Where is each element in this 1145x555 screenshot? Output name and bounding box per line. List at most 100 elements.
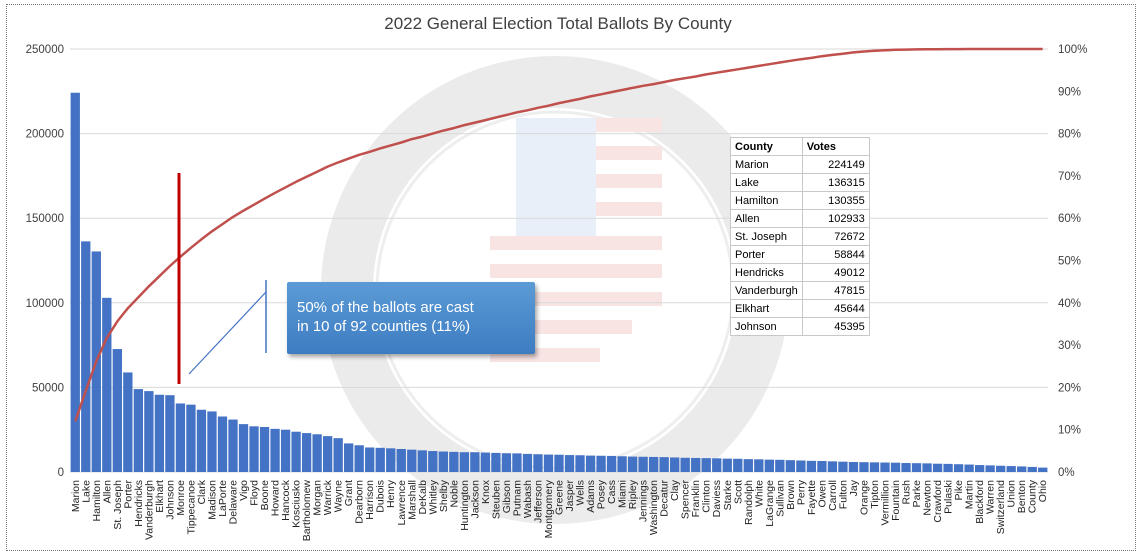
table-row: Elkhart 45644 (730, 299, 870, 318)
bar (554, 454, 564, 472)
x-tick-label: Switzerland (995, 480, 1007, 534)
bar (428, 451, 438, 472)
bar (848, 462, 859, 472)
bar (974, 465, 985, 472)
bar (922, 463, 932, 472)
callout-pointer-diagonal (188, 291, 267, 375)
bar (869, 462, 880, 472)
table-row: Allen 102933 (730, 209, 870, 228)
x-tick-label: Daviess (711, 480, 723, 517)
x-tick-label: Dearborn (354, 480, 366, 524)
x-tick-label: Pulaski (943, 480, 955, 514)
x-tick-label: Posey (596, 479, 608, 509)
x-tick-label: Ripley (627, 479, 639, 509)
table-cell-votes: 72672 (801, 227, 870, 246)
table-cell-county: Hamilton (730, 191, 803, 210)
x-tick-label: Huntington (459, 480, 471, 531)
x-tick-label: Wayne (333, 480, 345, 512)
y-tick-label: 150000 (26, 213, 64, 225)
bar (911, 463, 922, 472)
x-tick-label: Wells (575, 480, 587, 505)
x-tick-label: Randolph (743, 480, 755, 525)
table-row: Vanderburgh 47815 (730, 281, 870, 300)
x-tick-label: Ohio (1037, 480, 1049, 502)
bar (575, 455, 585, 472)
x-tick-label: Sullivan (774, 480, 786, 517)
x-tick-label: Johnson (164, 480, 176, 520)
bar (627, 456, 638, 472)
x-tick-label: Marion (70, 480, 82, 512)
bar (386, 448, 396, 472)
bar (701, 458, 711, 472)
x-tick-label: DeKalb (417, 480, 429, 515)
x-tick-label: Morgan (312, 480, 324, 516)
cumulative-line-series (74, 47, 1043, 422)
x-tick-label: Cass (606, 480, 618, 504)
x-tick-label: Franklin (690, 480, 702, 518)
x-tick-label: Steuben (490, 480, 502, 519)
x-tick-label: Newton (922, 480, 934, 516)
bar (449, 451, 459, 472)
x-tick-label: Tipton (869, 480, 881, 509)
y-tick-label: 200000 (26, 129, 64, 141)
chart-frame (6, 4, 1136, 551)
x-tick-label: Fayette (806, 480, 818, 515)
table-row: Johnson 45395 (730, 317, 870, 336)
y2-tick-label: 20% (1058, 382, 1081, 394)
x-tick-label: Clark (196, 479, 208, 504)
x-tick-label: Boone (259, 480, 271, 511)
table-cell-votes: 45395 (801, 317, 870, 336)
x-tick-label: Warrick (322, 479, 334, 515)
bar (890, 462, 901, 472)
x-tick-label: Spencer (680, 479, 692, 519)
x-tick-label: Jackson (469, 480, 481, 519)
y2-tick-label: 40% (1058, 298, 1081, 310)
bar (648, 456, 659, 472)
bar (249, 426, 259, 472)
x-tick-label: Whitley (427, 479, 439, 514)
x-tick-label: Bartholomew (301, 480, 313, 542)
x-tick-label: Jennings (638, 480, 650, 522)
x-tick-label: Clinton (701, 480, 713, 513)
bar (543, 454, 554, 472)
x-tick-label: Martin (964, 480, 976, 509)
x-tick-label: Starke (722, 480, 734, 511)
bar (985, 465, 995, 472)
bar (764, 459, 774, 472)
x-tick-label: Dubois (375, 480, 387, 513)
y-axis-left: 0 50000 100000 150000 200000 250000 (26, 44, 64, 479)
table-cell-county: Porter (730, 245, 803, 264)
x-tick-label: Brown (785, 480, 797, 510)
bar (1017, 466, 1027, 472)
y-tick-label: 250000 (26, 44, 64, 56)
x-tick-label: Madison (206, 480, 218, 520)
x-tick-label: St. Joseph (112, 480, 124, 530)
bar (165, 395, 175, 472)
y-tick-label: 0 (58, 467, 64, 479)
x-tick-label: Decatur (659, 479, 671, 516)
bar (996, 465, 1006, 472)
bar (785, 460, 796, 472)
bar (207, 411, 217, 472)
table-header-row: County Votes (730, 137, 870, 156)
x-tick-label: Montgomery (543, 479, 555, 538)
x-tick-label: Wabash (522, 480, 534, 518)
x-tick-label: Shelby (438, 479, 450, 512)
x-tick-label: Knox (480, 479, 492, 504)
bar (133, 389, 144, 472)
x-tick-label: Hendricks (133, 480, 145, 527)
bar (123, 372, 133, 472)
x-tick-label: LaPorte (217, 480, 229, 517)
bar (491, 452, 501, 472)
table-row: Lake 136315 (730, 173, 870, 192)
x-tick-label: Howard (270, 480, 282, 516)
top-counties-table: County Votes Marion 224149 Lake 136315 Ham… (730, 137, 870, 336)
x-tick-label: Vanderburgh (143, 480, 155, 540)
table-row: St. Joseph 72672 (730, 227, 870, 246)
x-tick-label: Perry (795, 479, 807, 505)
bar (712, 458, 722, 472)
table-cell-county: Elkhart (730, 299, 803, 318)
x-tick-label: Floyd (249, 480, 261, 506)
bar (322, 436, 333, 472)
